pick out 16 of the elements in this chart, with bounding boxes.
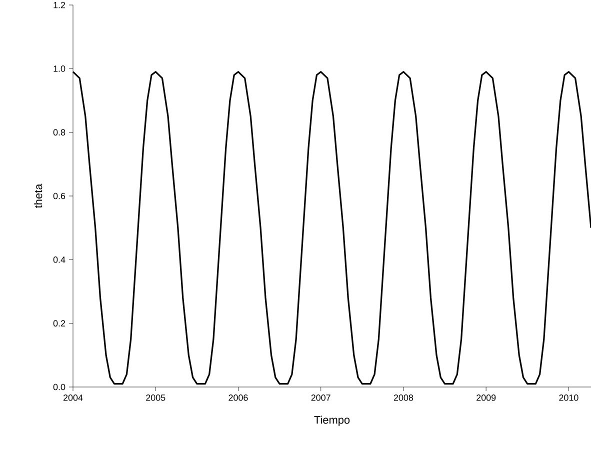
y-tick-label: 1.2 <box>54 2 66 8</box>
x-tick-label: 2006 <box>228 394 248 401</box>
x-tick-label: 2004 <box>63 394 83 401</box>
y-tick-label: 0.0 <box>53 384 66 390</box>
x-tick-label: 2008 <box>394 394 414 401</box>
y-tick-label: 1.0 <box>54 65 66 72</box>
x-tick-label: 2007 <box>311 394 330 401</box>
y-tick-label: 0.6 <box>53 192 66 200</box>
x-tick-label: 2005 <box>146 394 166 401</box>
x-tick-label: 2009 <box>476 394 496 401</box>
y-tick-label: 0.2 <box>53 320 66 327</box>
y-axis-title: theta <box>34 184 42 208</box>
y-tick-label: 0.4 <box>53 256 66 263</box>
x-tick-label: 2010 <box>559 394 578 401</box>
y-tick-label: 0.8 <box>53 129 66 136</box>
x-axis-title: Tiempo <box>314 416 350 426</box>
